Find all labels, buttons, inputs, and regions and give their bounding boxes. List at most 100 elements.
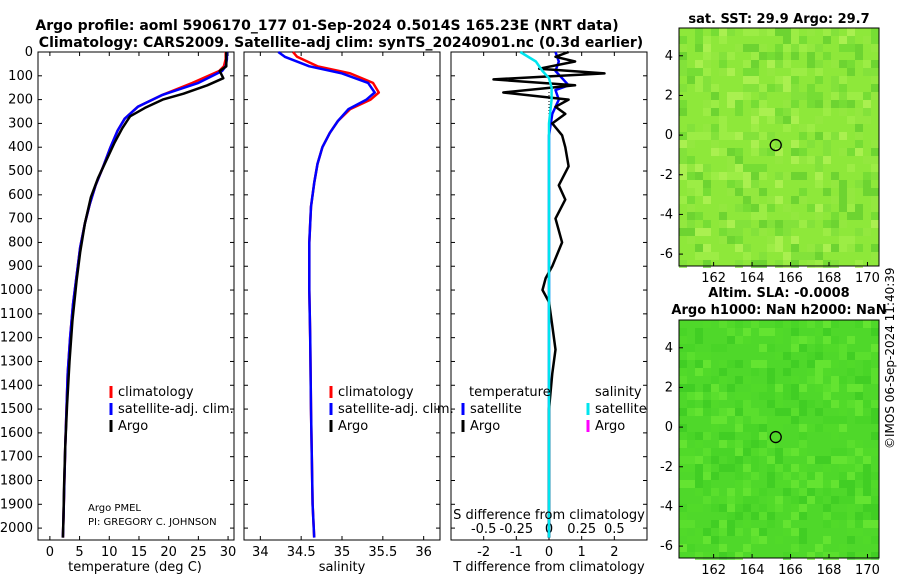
- map-cell: [799, 512, 807, 520]
- map-cell: [839, 100, 847, 108]
- map-cell: [727, 448, 735, 456]
- map-cell: [767, 456, 775, 464]
- map-cell: [695, 368, 703, 376]
- map-cell: [863, 228, 871, 236]
- map-cell: [775, 228, 783, 236]
- map-cell: [831, 448, 839, 456]
- map-cell: [751, 512, 759, 520]
- map-cell: [855, 52, 863, 60]
- y-tick-label: 1200: [0, 331, 33, 346]
- map-cell: [759, 360, 767, 368]
- map-cell: [871, 44, 879, 52]
- map-cell: [759, 440, 767, 448]
- map-cell: [767, 244, 775, 252]
- map-cell: [695, 488, 703, 496]
- map-cell: [679, 260, 687, 268]
- map-cell: [791, 544, 799, 552]
- map-cell: [751, 228, 759, 236]
- map-cell: [751, 196, 759, 204]
- map-cell: [871, 328, 879, 336]
- map-cell: [839, 464, 847, 472]
- map-cell: [863, 180, 871, 188]
- series-line-climatology: [61, 52, 227, 538]
- x-tick-label: -2: [477, 545, 490, 560]
- map-cell: [711, 448, 719, 456]
- map-cell: [863, 376, 871, 384]
- map-y-tick-label: 4: [665, 341, 673, 356]
- map-cell: [791, 100, 799, 108]
- map-cell: [703, 108, 711, 116]
- map-cell: [775, 336, 783, 344]
- map-cell: [855, 116, 863, 124]
- map-cell: [855, 92, 863, 100]
- map-cell: [719, 448, 727, 456]
- temperature-legend: climatology satellite-adj. clim. Argo: [109, 385, 234, 434]
- x-tick-label: 15: [131, 545, 148, 560]
- map-cell: [703, 464, 711, 472]
- map-cell: [863, 416, 871, 424]
- map-cell: [679, 140, 687, 148]
- map-cell: [855, 244, 863, 252]
- map-cell: [743, 28, 751, 36]
- map-cell: [855, 212, 863, 220]
- map-cell: [679, 68, 687, 76]
- map-cell: [719, 36, 727, 44]
- map-cell: [703, 488, 711, 496]
- map-cell: [727, 228, 735, 236]
- y-tick-label: 500: [8, 164, 33, 179]
- map-cell: [831, 344, 839, 352]
- y-tick-label: 200: [8, 93, 33, 108]
- map-cell: [703, 124, 711, 132]
- x-tick-label: 0: [545, 545, 553, 560]
- map-cell: [743, 488, 751, 496]
- map-cell: [863, 504, 871, 512]
- map-cell: [727, 464, 735, 472]
- map-cell: [751, 456, 759, 464]
- map-cell: [775, 504, 783, 512]
- map-cell: [775, 260, 783, 268]
- map-cell: [751, 416, 759, 424]
- map-frame: [678, 27, 880, 267]
- map-cell: [727, 336, 735, 344]
- y-tick-label: 700: [8, 212, 33, 227]
- map-cell: [767, 440, 775, 448]
- map-cell: [735, 488, 743, 496]
- map-cell: [767, 236, 775, 244]
- map-cell: [743, 424, 751, 432]
- map-cell: [727, 488, 735, 496]
- map-cell: [735, 108, 743, 116]
- map-cell: [679, 376, 687, 384]
- map-cell: [847, 400, 855, 408]
- map-cell: [831, 92, 839, 100]
- map-cell: [791, 336, 799, 344]
- map-cell: [775, 400, 783, 408]
- map-cell: [679, 148, 687, 156]
- map-cell: [775, 244, 783, 252]
- map-cell: [751, 148, 759, 156]
- map-cell: [703, 400, 711, 408]
- map-x-tick-label: 164: [740, 271, 765, 286]
- map-cell: [735, 504, 743, 512]
- map-cell: [855, 512, 863, 520]
- x-tick-label: 25: [190, 545, 207, 560]
- map-cell: [847, 368, 855, 376]
- map-cell: [695, 84, 703, 92]
- map-cell: [775, 60, 783, 68]
- map-cell: [871, 244, 879, 252]
- map-cell: [703, 244, 711, 252]
- map-cell: [775, 416, 783, 424]
- map-cell: [863, 68, 871, 76]
- map-cell: [759, 228, 767, 236]
- map-cell: [799, 320, 807, 328]
- map-cell: [799, 536, 807, 544]
- map-cell: [695, 392, 703, 400]
- map-cell: [847, 44, 855, 52]
- map-cell: [687, 196, 695, 204]
- map-x-tick-label: 168: [817, 563, 842, 578]
- map-cell: [735, 336, 743, 344]
- map-cell: [839, 108, 847, 116]
- map-frame: [678, 319, 880, 559]
- map-cell: [687, 344, 695, 352]
- map-cell: [759, 432, 767, 440]
- map-cell: [823, 228, 831, 236]
